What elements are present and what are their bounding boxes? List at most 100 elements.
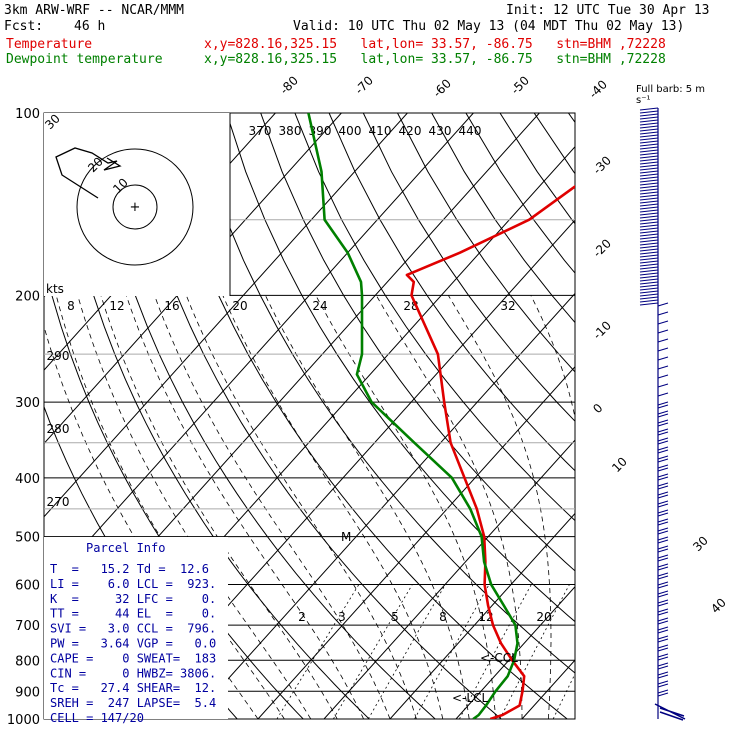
- theta-label: 400: [339, 124, 362, 138]
- m-marker: M: [341, 530, 351, 544]
- wind-barb: [639, 131, 659, 135]
- wind-barb: [639, 116, 659, 120]
- pressure-tick-label: 400: [15, 472, 40, 487]
- wind-barb: [657, 512, 669, 517]
- theta-label: 410: [369, 124, 392, 138]
- pressure-tick-label: 600: [15, 579, 40, 594]
- theta-label-left: 290: [47, 349, 70, 363]
- wind-barb: [639, 245, 659, 249]
- isotherm-label: 40: [708, 595, 729, 616]
- wind-barb: [657, 464, 669, 469]
- wind-barb: [657, 365, 669, 370]
- wind-barb: [657, 338, 669, 343]
- wind-barb: [639, 152, 659, 156]
- parcel-info-background: [44, 537, 228, 719]
- wind-barb: [657, 521, 669, 526]
- wind-barb: [639, 143, 659, 147]
- theta-label-left: 280: [47, 422, 70, 436]
- isotherm-line: [44, 113, 408, 518]
- isotherm-label: -20: [590, 236, 614, 260]
- wind-barb: [657, 608, 669, 613]
- wind-barb: [639, 173, 659, 177]
- wind-barb: [657, 554, 669, 559]
- wind-barb: [639, 272, 659, 276]
- wind-barb: [639, 263, 659, 267]
- mixing-ratio-label-top: 32: [500, 299, 515, 313]
- dry-adiabat-line: [637, 113, 740, 719]
- location-dewpoint: x,y=828.16,325.15 lat,lon= 33.57, -86.75…: [204, 52, 666, 67]
- mixing-ratio-line: [333, 584, 413, 719]
- wind-barb: [657, 431, 669, 436]
- wind-barb: [639, 290, 659, 294]
- wind-barb: [657, 413, 669, 418]
- wind-barb: [657, 572, 669, 577]
- wind-barb: [657, 593, 669, 598]
- wind-barb: [639, 134, 659, 138]
- isotherm-label: -10: [590, 318, 614, 342]
- wind-barb: [657, 437, 669, 442]
- wind-barb: [639, 260, 659, 264]
- wind-barb: [639, 206, 659, 210]
- wind-barb: [657, 620, 669, 625]
- mixing-ratio-line: [552, 673, 575, 719]
- wind-barb: [639, 254, 659, 258]
- moist-adiabat-line: [375, 295, 523, 719]
- wind-barb: [639, 107, 659, 111]
- wind-barb: [639, 170, 659, 174]
- dry-adiabat-line: [431, 113, 575, 324]
- wind-barb: [639, 155, 659, 159]
- wind-barb: [657, 617, 669, 622]
- wind-barb: [657, 356, 669, 361]
- hodograph-background: [44, 113, 230, 296]
- location-temperature: x,y=828.16,325.15 lat,lon= 33.57, -86.75…: [204, 37, 666, 52]
- wind-barb: [657, 662, 669, 667]
- isotherm-label: -50: [508, 73, 532, 97]
- wind-barb: [657, 455, 669, 460]
- annotations: <-CCL <-LCL M: [341, 530, 518, 705]
- wind-barb: [639, 146, 659, 150]
- wind-barb: [657, 509, 669, 514]
- sounding-profiles: [307, 113, 575, 719]
- wind-barb: [639, 242, 659, 246]
- wind-barb: [639, 188, 659, 192]
- wind-barb: [639, 248, 659, 252]
- wind-barb: [639, 233, 659, 237]
- dry-adiabat-line: [671, 113, 740, 719]
- wind-barb: [639, 275, 659, 279]
- theta-label: 440: [459, 124, 482, 138]
- wind-barb: [657, 638, 669, 643]
- wind-barb: [639, 200, 659, 204]
- wind-barb: [657, 626, 669, 631]
- wind-barb: [639, 149, 659, 153]
- wind-barb: [657, 674, 669, 679]
- wind-barb: [639, 215, 659, 219]
- wind-barb: [639, 212, 659, 216]
- wind-barb: [657, 680, 669, 685]
- wind-barb: [657, 410, 669, 415]
- wind-barb: [639, 179, 659, 183]
- wind-barb: [657, 485, 669, 490]
- wind-barb: [657, 440, 669, 445]
- wind-barb: [639, 278, 659, 282]
- wind-barb: [657, 311, 669, 316]
- wind-barb: [657, 548, 669, 553]
- wind-barb: [657, 503, 669, 508]
- wind-barb-surface: [654, 703, 686, 721]
- parcel-info-row: Tc = 27.4 SHEAR= 12.: [50, 681, 216, 695]
- wind-barb: [657, 575, 669, 580]
- wind-barb: [657, 635, 669, 640]
- wind-barb: [657, 584, 669, 589]
- hodograph-trace: [55, 147, 122, 199]
- wind-barb: [639, 221, 659, 225]
- wind-barb: [657, 449, 669, 454]
- moist-adiabat-line: [448, 295, 552, 719]
- pressure-tick-label: 300: [15, 396, 40, 411]
- wind-barb: [657, 404, 669, 409]
- wind-barb: [657, 563, 669, 568]
- wind-barb: [657, 446, 669, 451]
- wind-barb: [657, 494, 669, 499]
- wind-barb: [639, 239, 659, 243]
- isotherm-label: -60: [430, 76, 454, 100]
